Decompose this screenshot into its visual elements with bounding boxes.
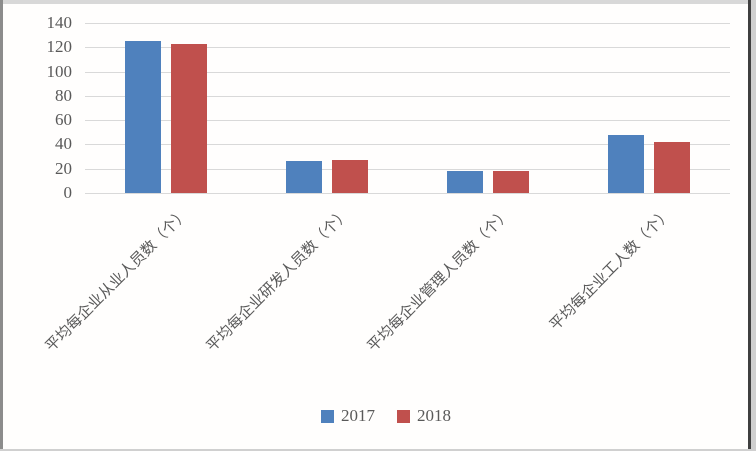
x-axis-category-label-text: 平均每企业管理人员数（个） xyxy=(365,205,515,356)
frame-edge-bottom xyxy=(0,449,756,451)
bar-2018-cat3 xyxy=(493,171,530,193)
frame-edge-top xyxy=(0,0,756,4)
gridline-y-100 xyxy=(85,71,730,73)
x-axis-category-label-text: 平均每企业工人数（个） xyxy=(547,205,676,334)
bar-2017-cat1 xyxy=(124,41,161,193)
y-axis-tick-label: 0 xyxy=(63,183,73,202)
bar-2018-cat2 xyxy=(331,160,368,193)
legend-label: 2018 xyxy=(417,406,451,425)
gridline-y-20 xyxy=(85,168,730,170)
frame-edge-left xyxy=(0,0,3,451)
y-axis-tick-label: 140 xyxy=(46,13,73,32)
bar-2018-cat1 xyxy=(170,43,207,193)
y-axis-tick-label: 60 xyxy=(55,110,72,130)
legend-label: 2017 xyxy=(341,406,375,425)
gridline-y-60 xyxy=(85,120,730,122)
y-axis-tick-label: 100 xyxy=(46,61,73,81)
legend-item-2018: 2018 xyxy=(397,406,451,426)
gridline-y-120 xyxy=(85,47,730,49)
legend-swatch-2018 xyxy=(397,409,410,423)
bar-2017-cat3 xyxy=(447,171,484,193)
legend: 2017 2018 xyxy=(0,406,756,426)
y-axis-tick-label: 20 xyxy=(55,158,72,178)
legend-swatch-2017 xyxy=(321,409,334,423)
x-axis-category-label-text: 平均每企业研发人员数（个） xyxy=(203,205,354,356)
gridline-y-80 xyxy=(85,95,730,97)
frame-edge-right-outer xyxy=(751,0,756,451)
legend-item-2017: 2017 xyxy=(321,406,375,426)
bar-2018-cat4 xyxy=(654,142,691,193)
gridline-y-140 xyxy=(85,23,730,24)
gridline-y-0 xyxy=(85,193,730,194)
gridline-y-40 xyxy=(85,144,730,146)
y-axis-tick-label: 40 xyxy=(55,134,72,154)
bar-2017-cat4 xyxy=(608,134,645,193)
frame-edge-right xyxy=(748,0,751,451)
x-axis-category-label-text: 平均每企业从业人员数（个） xyxy=(42,205,192,356)
y-axis-tick-label: 120 xyxy=(46,37,73,57)
bar-2017-cat2 xyxy=(285,161,322,193)
y-axis-tick-label: 80 xyxy=(55,85,72,105)
